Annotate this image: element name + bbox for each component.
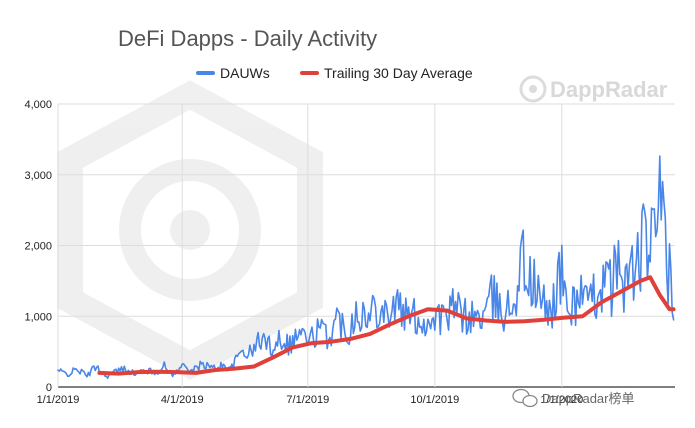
- y-axis: 0 1,000 2,000 3,000 4,000: [24, 99, 52, 394]
- x-tick-label: 1/1/2019: [37, 394, 80, 406]
- grid: [57, 103, 675, 388]
- dappradar-logo-icon: [519, 75, 547, 103]
- caption-watermark: DappRadar榜单: [512, 388, 635, 408]
- x-axis: 1/1/2019 4/1/2019 7/1/2019 10/1/2019 1/1/202…: [37, 394, 584, 406]
- y-tick-label: 1,000: [24, 311, 52, 323]
- dappradar-brand: DappRadar: [519, 75, 668, 103]
- legend-item: Trailing 30 Day Average: [300, 65, 473, 81]
- x-tick-label: 1/1/2020: [540, 394, 583, 406]
- x-tick-label: 7/1/2019: [286, 394, 329, 406]
- x-tick-label: 10/1/2019: [410, 394, 459, 406]
- y-tick-label: 3,000: [24, 170, 52, 182]
- dappradar-watermark-icon: [57, 80, 323, 380]
- caption-watermark-text: DappRadar榜单: [542, 391, 635, 406]
- y-tick-label: 0: [46, 382, 52, 394]
- legend-label: Trailing 30 Day Average: [324, 65, 473, 81]
- wechat-icon: [512, 388, 538, 408]
- brand-watermark-text: DappRadar: [550, 77, 668, 102]
- y-tick-label: 2,000: [24, 241, 52, 253]
- legend-label: DAUWs: [220, 65, 270, 81]
- legend: DAUWs Trailing 30 Day Average: [196, 65, 473, 81]
- x-tick-label: 4/1/2019: [161, 394, 204, 406]
- series-line-trailing-average: [97, 275, 676, 376]
- series-layer: [57, 155, 676, 379]
- y-tick-label: 4,000: [24, 99, 52, 111]
- legend-item: DAUWs: [196, 65, 270, 81]
- chart-title: DeFi Dapps - Daily Activity: [118, 26, 377, 51]
